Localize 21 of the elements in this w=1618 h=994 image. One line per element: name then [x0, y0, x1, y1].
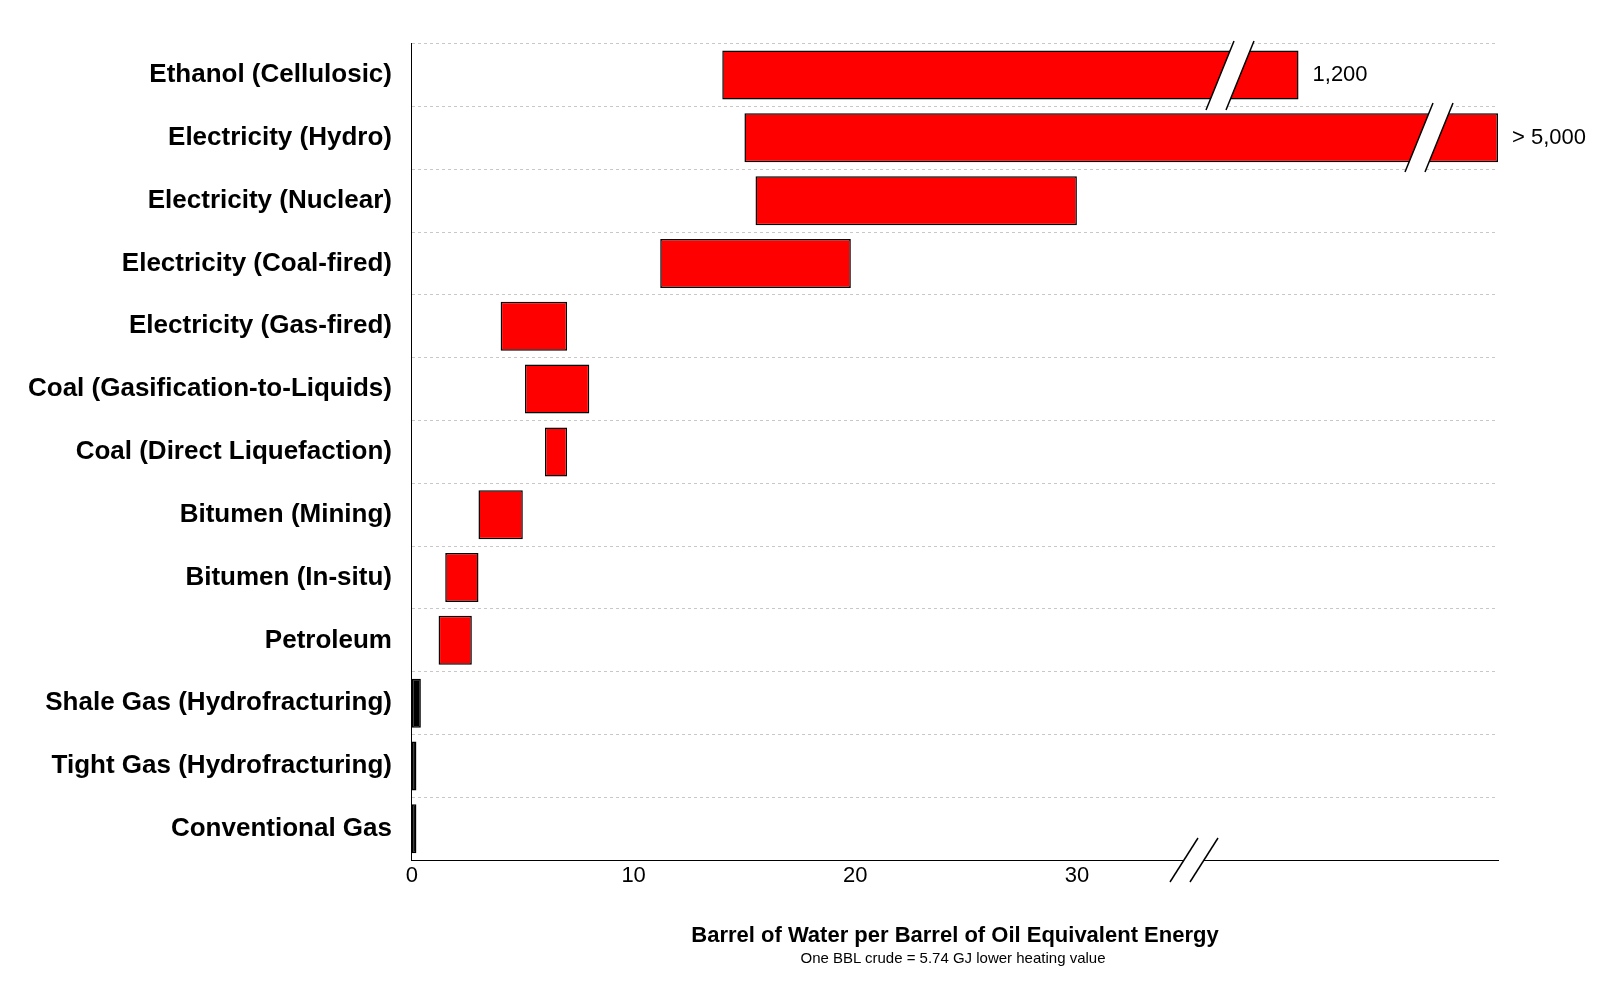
y-tick-label: Electricity (Coal-fired): [121, 246, 392, 277]
y-tick-label: Conventional Gas: [170, 811, 392, 842]
x-tick-label: 30: [1064, 862, 1090, 888]
y-tick-label: Coal (Gasification-to-Liquids): [27, 372, 392, 403]
y-tick-label: Shale Gas (Hydrofracturing): [45, 686, 392, 717]
y-tick-label: Bitumen (Mining): [179, 497, 392, 528]
y-tick-label: Electricity (Gas-fired): [129, 309, 392, 340]
annotation: 1,200: [1312, 61, 1368, 87]
x-tick-label: 20: [843, 862, 868, 888]
y-tick-label: Electricity (Nuclear): [147, 183, 392, 214]
y-tick-label: Bitumen (In-situ): [185, 560, 392, 591]
x-tick-label: 10: [621, 862, 646, 888]
y-tick-label: Ethanol (Cellulosic): [149, 58, 392, 89]
y-tick-label: Tight Gas (Hydrofracturing): [51, 749, 392, 780]
x-axis-title: Barrel of Water per Barrel of Oil Equivalent Energy: [691, 921, 1220, 947]
y-tick-label: Coal (Direct Liquefaction): [75, 435, 392, 466]
y-tick-label: Petroleum: [264, 623, 392, 654]
y-tick-label: Electricity (Hydro): [168, 120, 392, 151]
text: One BBL crude = 5.74 GJ lower heating value: [799, 949, 1107, 966]
annotation: > 5,000: [1512, 123, 1587, 149]
x-tick-label: 0: [405, 862, 419, 888]
